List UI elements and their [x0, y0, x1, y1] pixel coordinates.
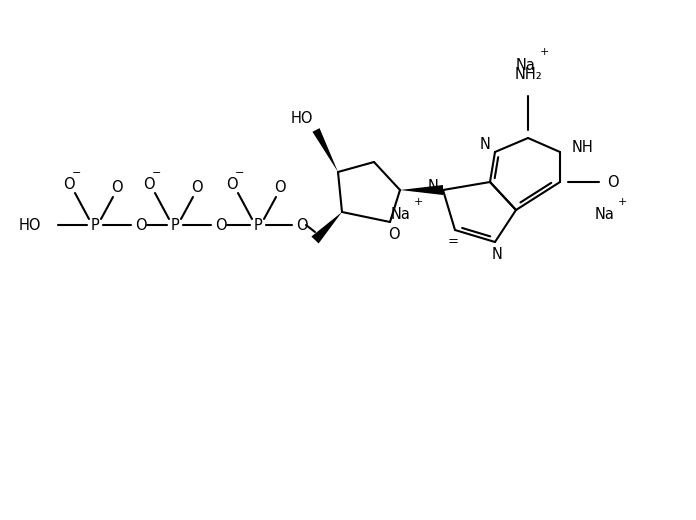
- Text: O: O: [191, 179, 203, 194]
- Text: NH₂: NH₂: [514, 67, 542, 82]
- Text: NH: NH: [572, 139, 594, 154]
- Text: −: −: [72, 168, 81, 178]
- Text: =: =: [448, 236, 459, 249]
- Polygon shape: [311, 212, 342, 243]
- Text: O: O: [111, 179, 122, 194]
- Text: O: O: [135, 217, 147, 232]
- Text: −: −: [235, 168, 245, 178]
- Text: −: −: [152, 168, 161, 178]
- Text: O: O: [274, 179, 286, 194]
- Text: O: O: [388, 227, 400, 241]
- Polygon shape: [313, 128, 338, 172]
- Text: O: O: [215, 217, 227, 232]
- Text: N: N: [491, 246, 503, 262]
- Text: O: O: [226, 176, 238, 191]
- Text: O: O: [607, 175, 619, 189]
- Text: O: O: [143, 176, 155, 191]
- Text: HO: HO: [19, 217, 41, 232]
- Text: P: P: [171, 217, 180, 232]
- Text: +: +: [414, 197, 424, 207]
- Text: N: N: [480, 137, 491, 151]
- Polygon shape: [400, 185, 443, 195]
- Text: +: +: [618, 197, 628, 207]
- Text: Na: Na: [516, 58, 535, 72]
- Text: P: P: [253, 217, 262, 232]
- Text: O: O: [296, 217, 308, 232]
- Text: Na: Na: [594, 207, 614, 222]
- Text: N: N: [427, 178, 438, 193]
- Text: P: P: [90, 217, 100, 232]
- Text: O: O: [63, 176, 74, 191]
- Text: Na: Na: [390, 207, 410, 222]
- Text: HO: HO: [291, 111, 313, 125]
- Text: +: +: [539, 47, 549, 57]
